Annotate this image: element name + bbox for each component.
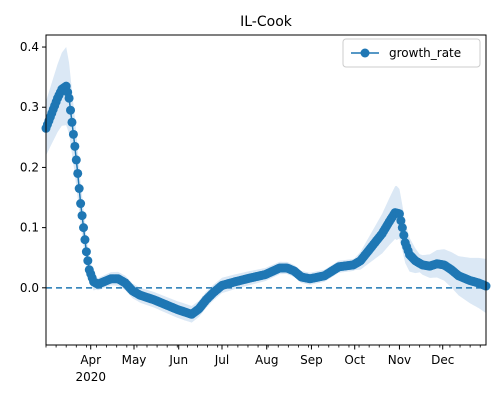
y-tick-label: 0.0 xyxy=(20,281,39,295)
axes-border xyxy=(45,34,487,346)
y-tick-label: 0.4 xyxy=(20,40,39,54)
data-point xyxy=(67,117,77,127)
data-point xyxy=(66,105,76,115)
legend: growth_rate xyxy=(342,38,481,68)
data-point xyxy=(394,209,404,219)
chart-title: IL-Cook xyxy=(240,14,293,30)
x-axis: Apr May Jun Jul Aug Sep Oct Nov Dec 2020 xyxy=(45,345,481,384)
legend-label-growth-rate: growth_rate xyxy=(389,46,461,60)
data-point xyxy=(83,256,93,266)
data-point xyxy=(397,223,407,233)
confidence-band-area xyxy=(46,47,486,323)
plot-area xyxy=(41,47,491,323)
axes-frame xyxy=(45,34,487,346)
series-markers xyxy=(41,81,491,319)
y-tick-label: 0.2 xyxy=(20,160,39,174)
legend-box xyxy=(342,38,481,68)
data-point xyxy=(79,223,89,233)
x-year-label: 2020 xyxy=(75,370,106,384)
x-tick-label: Oct xyxy=(344,353,365,367)
data-point xyxy=(73,168,83,178)
data-point xyxy=(399,230,409,240)
confidence-band xyxy=(46,47,486,323)
legend-marker-sample xyxy=(360,48,370,58)
y-tick-label: 0.1 xyxy=(20,221,39,235)
data-point xyxy=(76,199,86,209)
x-tick-label: May xyxy=(122,353,147,367)
data-point xyxy=(396,216,406,226)
y-axis: 0.0 0.1 0.2 0.3 0.4 xyxy=(20,40,46,295)
data-point xyxy=(80,235,90,245)
data-point xyxy=(77,211,87,221)
data-point xyxy=(68,129,78,139)
data-point xyxy=(81,247,91,257)
y-tick-label: 0.3 xyxy=(20,100,39,114)
x-tick-label: Dec xyxy=(431,353,454,367)
data-point xyxy=(74,184,84,193)
data-point xyxy=(71,155,81,165)
x-tick-label: Sep xyxy=(300,353,323,367)
x-tick-label: Aug xyxy=(255,353,278,367)
data-point xyxy=(64,93,74,103)
x-tick-label: Jun xyxy=(168,353,188,367)
x-tick-label: Nov xyxy=(388,353,411,367)
x-tick-label: Jul xyxy=(214,353,229,367)
data-point xyxy=(70,141,80,151)
x-tick-label: Apr xyxy=(80,353,101,367)
